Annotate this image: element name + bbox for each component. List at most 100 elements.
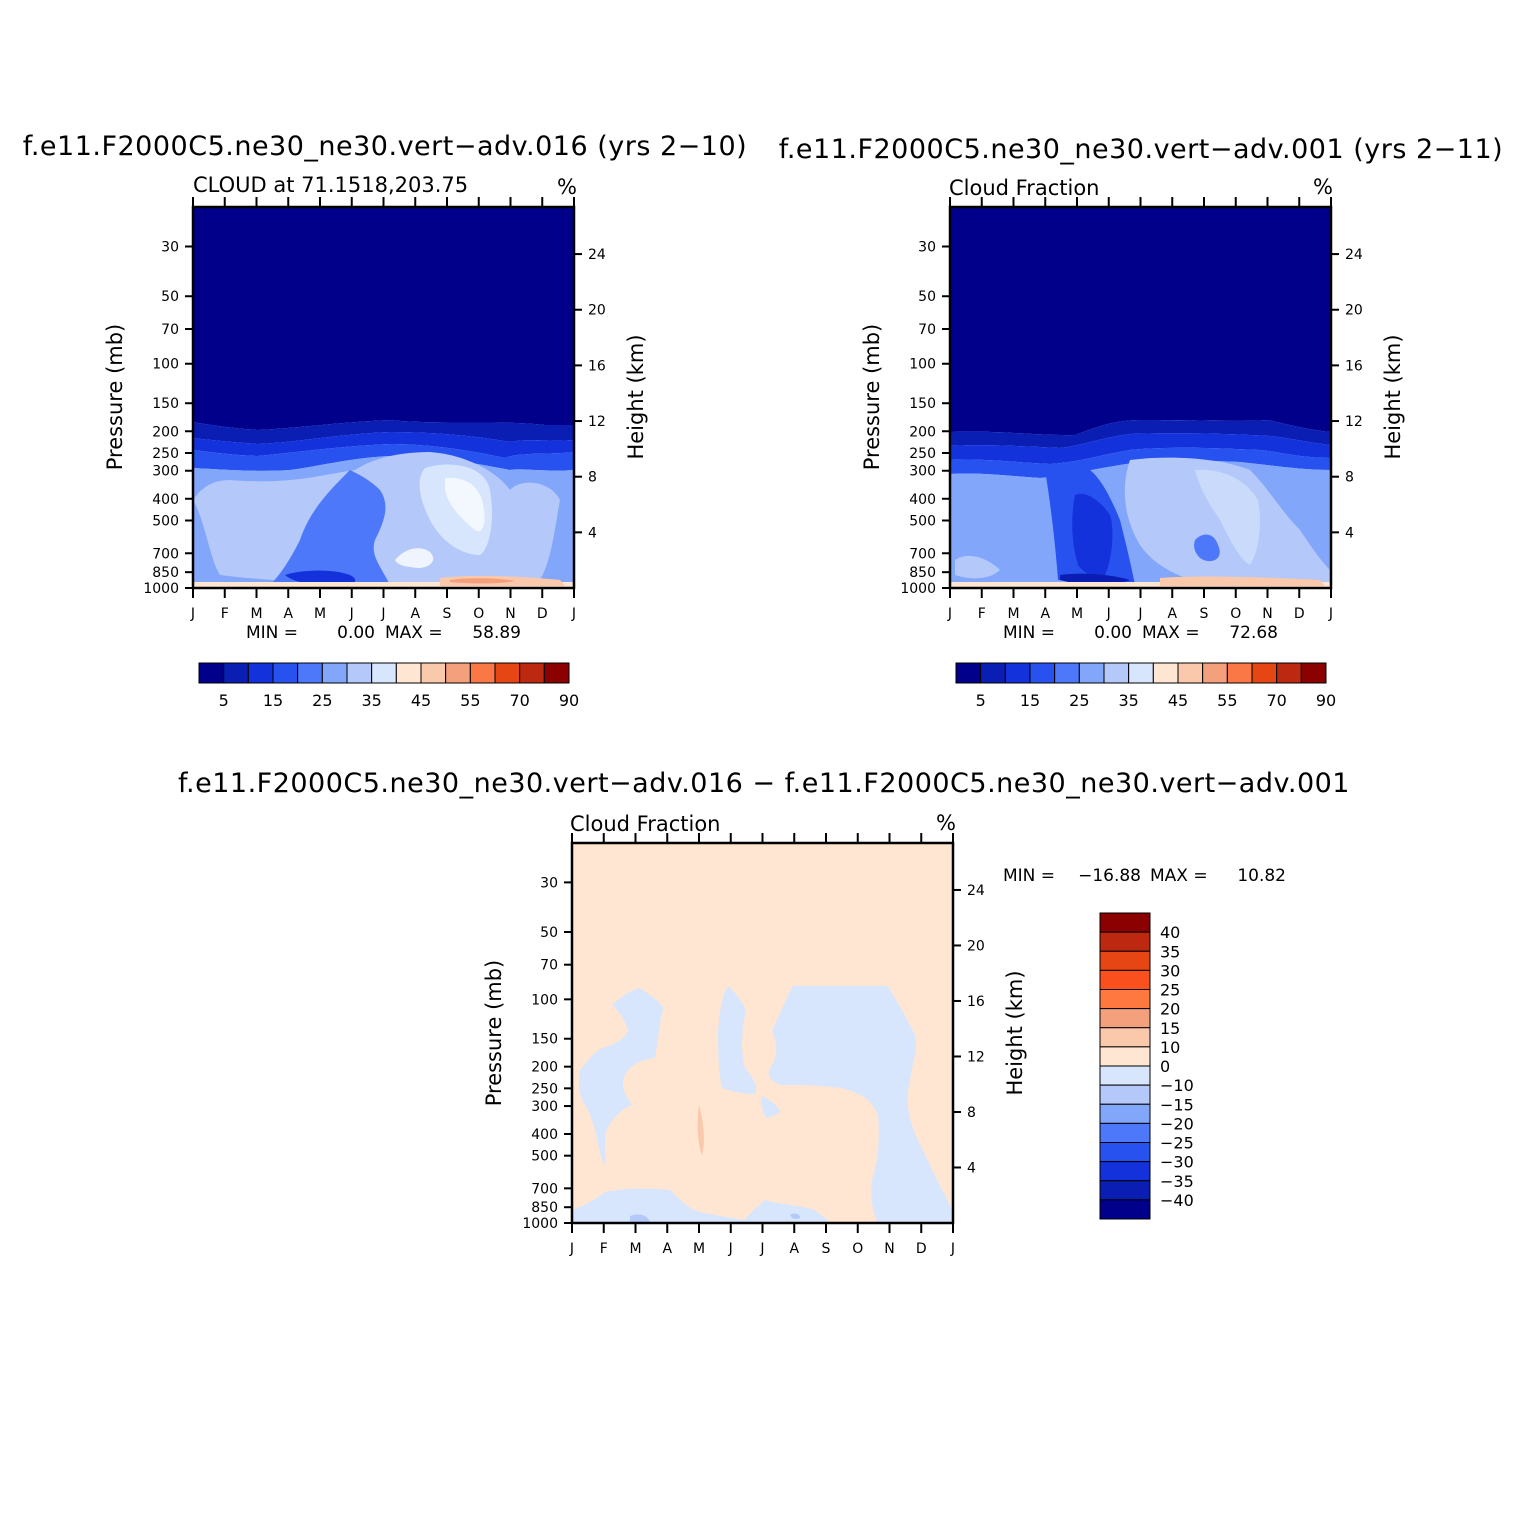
p3-neg-g — [630, 1214, 650, 1223]
p1-band-12 — [193, 582, 574, 588]
colorbar-box — [1276, 662, 1302, 684]
p1-band-3 — [193, 432, 574, 458]
colorbar-label: 55 — [1217, 691, 1237, 710]
colorbar-box — [346, 662, 373, 684]
panel-2-y2label: Height (km) — [1381, 334, 1405, 459]
colorbar-box — [420, 662, 447, 684]
y-tick-label: 400 — [909, 492, 936, 508]
colorbar-label: −20 — [1160, 1114, 1194, 1133]
x-tick-label: F — [600, 1241, 608, 1257]
panel-2: f.e11.F2000C5.ne30_ne30.vert−adv.001 (yr… — [779, 134, 1503, 710]
panel-3-max: 10.82 — [1237, 866, 1286, 886]
y-tick-label: 400 — [531, 1127, 558, 1143]
y-tick-label: 500 — [531, 1149, 558, 1165]
p2-band-11 — [1194, 534, 1220, 562]
x-tick-label: A — [410, 606, 420, 622]
panel-1-subtitle: CLOUD at 71.1518,203.75 — [193, 173, 468, 197]
y2-tick-label: 16 — [1345, 358, 1363, 374]
y-tick-label: 400 — [152, 492, 179, 508]
y2-tick-label: 24 — [588, 247, 606, 263]
p3-neg-c — [768, 986, 953, 1224]
y2-tick-label: 24 — [1345, 247, 1363, 263]
y-tick-label: 700 — [152, 546, 179, 562]
x-tick-label: O — [473, 606, 484, 622]
y-tick-label: 30 — [161, 239, 179, 255]
colorbar-box — [1099, 1065, 1151, 1086]
panel-3-y2-ticks: 24 20 16 12 8 4 — [953, 883, 985, 1176]
y2-tick-label: 20 — [1345, 303, 1363, 319]
x-tick-label: J — [950, 1241, 955, 1257]
panel-3-units: % — [936, 811, 956, 835]
colorbar-box — [519, 662, 545, 684]
panel-1-max-label: MAX = — [385, 623, 443, 643]
colorbar-box — [1099, 1122, 1151, 1143]
p1-band-9 — [270, 470, 390, 585]
y2-tick-label: 16 — [588, 358, 606, 374]
y-tick-label: 30 — [918, 239, 936, 255]
x-tick-label: M — [250, 606, 262, 622]
y-tick-label: 850 — [909, 565, 936, 581]
colorbar-label: −25 — [1160, 1134, 1194, 1153]
colorbar-label: 25 — [1160, 981, 1180, 1000]
y2-tick-label: 12 — [588, 414, 606, 430]
panel-3-field — [572, 843, 953, 1224]
x-tick-label: A — [1040, 606, 1050, 622]
panel-1-field — [193, 207, 574, 588]
panel-3: f.e11.F2000C5.ne30_ne30.vert−adv.016 − f… — [178, 768, 1350, 1257]
p1-band-11 — [395, 548, 434, 568]
colorbar-label: 70 — [1266, 691, 1286, 710]
y-tick-label: 50 — [161, 289, 179, 305]
colorbar-label: 35 — [1160, 942, 1180, 961]
y-tick-label: 300 — [531, 1099, 558, 1115]
colorbar-box — [1054, 662, 1080, 684]
y-tick-label: 1000 — [900, 581, 936, 597]
x-tick-label: O — [852, 1241, 863, 1257]
p2-band-13 — [950, 582, 1331, 588]
panel-2-min-label: MIN = — [1003, 623, 1055, 643]
y-tick-label: 1000 — [522, 1216, 558, 1232]
x-tick-label: N — [884, 1241, 894, 1257]
y-tick-label: 70 — [918, 322, 936, 338]
x-tick-label: N — [1262, 606, 1272, 622]
colorbar-box — [1004, 662, 1031, 684]
x-tick-label: M — [693, 1241, 705, 1257]
colorbar-box — [223, 662, 249, 684]
y-tick-label: 150 — [909, 396, 936, 412]
x-tick-label: S — [1200, 606, 1209, 622]
x-tick-label: J — [1106, 606, 1111, 622]
panel-3-ylabel: Pressure (mb) — [482, 960, 506, 1107]
colorbar-box — [395, 662, 422, 684]
x-tick-label: J — [728, 1241, 733, 1257]
colorbar-box — [980, 662, 1006, 684]
y-tick-label: 700 — [909, 546, 936, 562]
y2-tick-label: 20 — [588, 303, 606, 319]
y2-tick-label: 20 — [967, 938, 985, 954]
colorbar-label: 90 — [1316, 691, 1336, 710]
colorbar-box — [272, 662, 299, 684]
colorbar-box — [1152, 662, 1179, 684]
colorbar-label: 15 — [1020, 691, 1040, 710]
y-tick-label: 250 — [531, 1081, 558, 1097]
p1-band-2 — [193, 420, 574, 444]
y-tick-label: 50 — [918, 289, 936, 305]
colorbar-label: 5 — [976, 691, 986, 710]
colorbar-box — [1099, 1161, 1151, 1182]
x-tick-label: M — [314, 606, 326, 622]
colorbar-box — [1099, 1199, 1151, 1220]
y-tick-label: 500 — [152, 513, 179, 529]
colorbar-box — [1202, 662, 1228, 684]
x-tick-label: J — [190, 606, 195, 622]
colorbar-box — [445, 662, 471, 684]
colorbar-label: 15 — [1160, 1019, 1180, 1038]
colorbar-label: 40 — [1160, 923, 1180, 942]
colorbar-label: 5 — [219, 691, 229, 710]
y-tick-label: 70 — [540, 958, 558, 974]
panel-2-field — [950, 207, 1331, 588]
colorbar-box — [1099, 969, 1151, 990]
p3-neg-e — [572, 1188, 830, 1223]
colorbar-label: 35 — [1118, 691, 1138, 710]
p2-band-14 — [1160, 576, 1325, 586]
